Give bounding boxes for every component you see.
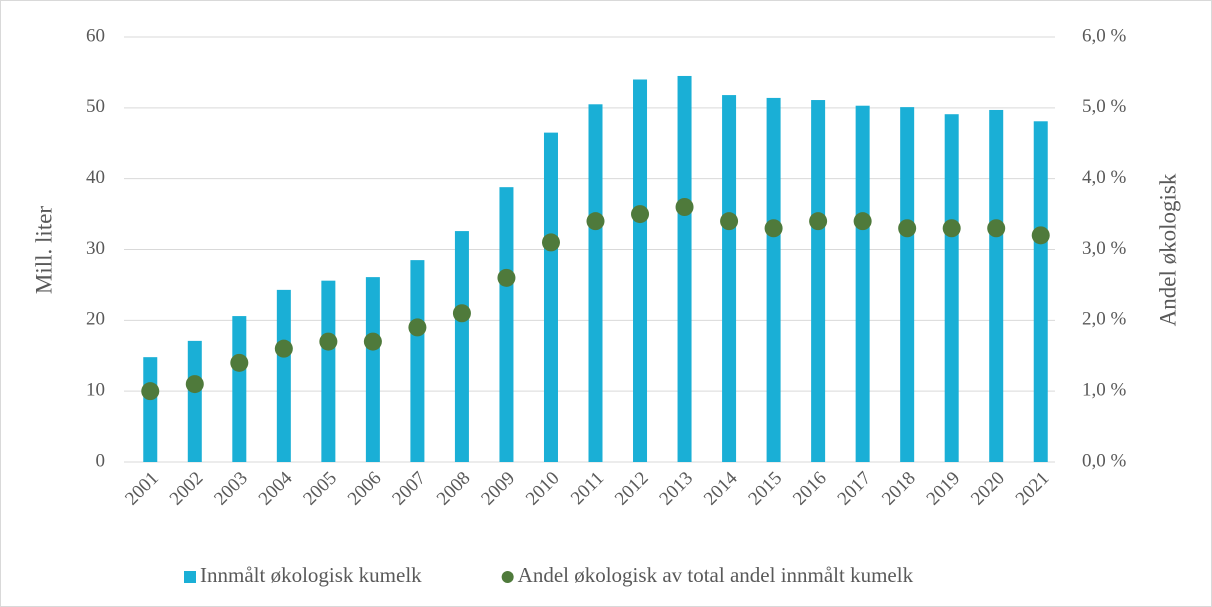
y2-tick-label: 2,0 % <box>1082 309 1127 330</box>
bar <box>410 260 425 462</box>
marker <box>319 332 338 351</box>
bar <box>365 277 380 462</box>
bar <box>900 107 915 462</box>
bar <box>989 109 1004 462</box>
y2-tick-label: 0,0 % <box>1082 450 1127 471</box>
bar <box>766 97 781 463</box>
legend-text: Andel økologisk av total andel innmålt k… <box>518 563 914 587</box>
marker <box>631 205 650 224</box>
y2-axis-title: Andel økologisk <box>1155 173 1180 326</box>
marker <box>1031 226 1050 245</box>
marker <box>987 219 1006 238</box>
bar <box>677 75 692 462</box>
bar <box>321 280 336 462</box>
y2-tick-label: 6,0 % <box>1082 25 1127 46</box>
marker <box>363 332 382 351</box>
bar <box>1033 121 1048 463</box>
marker <box>230 353 249 372</box>
bar <box>855 105 870 462</box>
bar <box>944 114 959 462</box>
bar <box>722 95 737 462</box>
marker <box>497 268 516 287</box>
y2-tick-label: 3,0 % <box>1082 238 1127 259</box>
bar <box>543 132 558 462</box>
marker <box>675 198 694 216</box>
legend-swatch <box>184 571 196 583</box>
marker <box>274 339 293 358</box>
bar <box>143 357 158 462</box>
marker <box>853 212 872 231</box>
bar <box>499 187 514 462</box>
bar <box>276 289 291 462</box>
bar <box>633 79 648 462</box>
y2-tick-label: 4,0 % <box>1082 167 1127 188</box>
y-tick-label: 10 <box>86 380 105 401</box>
marker <box>452 304 471 323</box>
marker <box>141 382 160 401</box>
legend-swatch <box>501 571 514 583</box>
y-tick-label: 20 <box>86 309 105 330</box>
y-tick-label: 30 <box>86 238 105 259</box>
bar <box>187 340 202 462</box>
y-tick-label: 40 <box>86 167 105 188</box>
marker <box>541 233 560 252</box>
y-tick-label: 60 <box>86 25 105 46</box>
y2-tick-label: 1,0 % <box>1082 380 1127 401</box>
y2-tick-label: 5,0 % <box>1082 96 1127 117</box>
y-tick-label: 50 <box>86 96 105 117</box>
marker <box>408 318 427 337</box>
marker <box>898 219 917 238</box>
bar <box>454 231 469 462</box>
legend-text: Innmålt økologisk kumelk <box>200 563 422 587</box>
marker <box>809 212 828 231</box>
marker <box>764 219 783 238</box>
y-axis-title: Mill. liter <box>31 206 56 295</box>
bar <box>811 100 826 463</box>
marker <box>720 212 739 231</box>
marker <box>942 219 961 238</box>
marker <box>586 212 605 231</box>
marker <box>185 375 204 394</box>
bar <box>588 104 603 463</box>
bar <box>232 316 247 462</box>
y-tick-label: 0 <box>96 450 106 471</box>
